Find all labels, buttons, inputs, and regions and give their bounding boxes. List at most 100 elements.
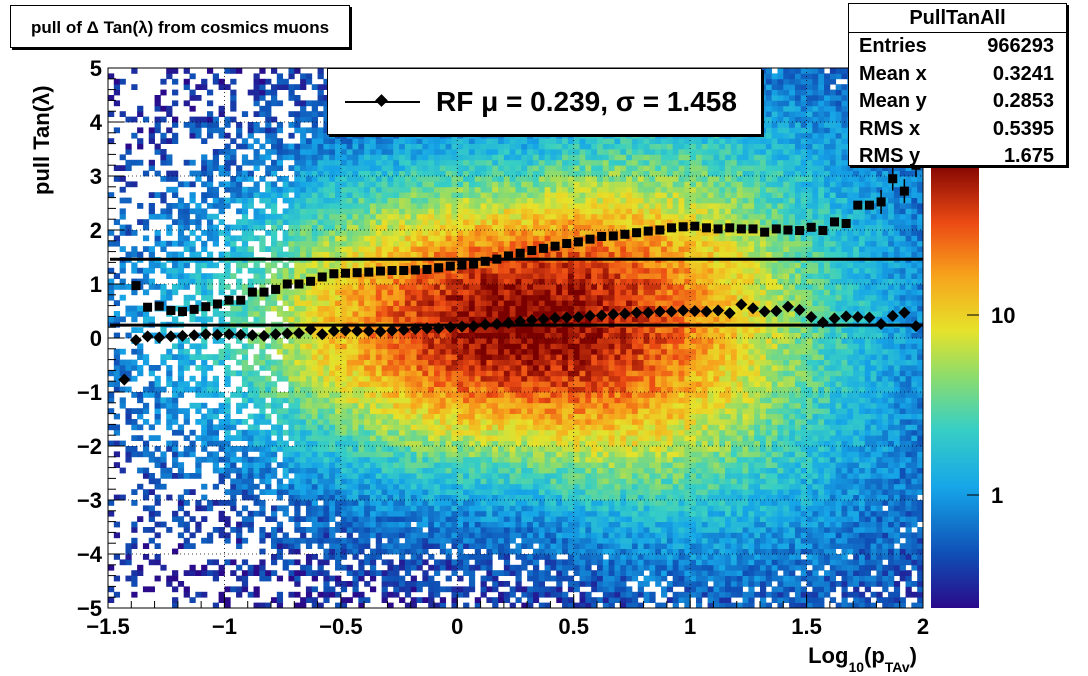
heatmap-cell	[434, 489, 441, 495]
heatmap-cell	[253, 354, 260, 360]
heatmap-cell	[428, 213, 435, 220]
heatmap-cell	[282, 354, 289, 360]
heatmap-cell	[428, 224, 435, 231]
heatmap-cell	[177, 473, 185, 479]
heatmap-cell	[340, 235, 348, 242]
heatmap-cell	[468, 305, 476, 312]
heatmap-cell	[317, 95, 324, 101]
heatmap-cell	[259, 564, 266, 571]
heatmap-cell	[404, 316, 412, 323]
heatmap-cell	[195, 300, 202, 306]
heatmap-cell	[480, 365, 487, 371]
heatmap-cell	[404, 521, 412, 528]
heatmap-cell	[265, 111, 272, 117]
heatmap-cell	[247, 467, 254, 474]
heatmap-cell	[364, 397, 371, 404]
heatmap-cell	[259, 397, 266, 404]
heatmap-cell	[498, 440, 505, 447]
heatmap-cell	[294, 143, 301, 150]
heatmap-cell	[416, 348, 423, 355]
heatmap-cell	[311, 138, 318, 144]
heatmap-cell	[154, 478, 161, 485]
heatmap-cell	[108, 564, 115, 571]
heatmap-cell	[317, 456, 324, 463]
heatmap-cell	[323, 348, 330, 355]
heatmap-cell	[468, 510, 476, 517]
heatmap-cell	[142, 467, 150, 474]
heatmap-cell	[160, 176, 167, 182]
heatmap-cell	[206, 294, 214, 301]
heatmap-cell	[305, 554, 313, 560]
heatmap-cell	[480, 462, 487, 468]
heatmap-cell	[451, 181, 458, 188]
heatmap-cell	[241, 230, 249, 236]
heatmap-cell	[172, 116, 179, 123]
heatmap-cell	[445, 429, 452, 436]
heatmap-cell	[434, 154, 441, 161]
heatmap-cell	[201, 165, 208, 171]
heatmap-cell	[439, 456, 447, 463]
heatmap-cell	[201, 516, 208, 522]
heatmap-cell	[218, 132, 225, 139]
heatmap-cell	[329, 446, 336, 452]
heatmap-cell	[305, 424, 313, 431]
heatmap-cell	[352, 483, 359, 490]
heatmap-cell	[457, 446, 464, 452]
heatmap-cell	[300, 392, 307, 398]
heatmap-cell	[439, 408, 447, 414]
heatmap-cell	[142, 451, 150, 458]
heatmap-cell	[410, 354, 417, 360]
heatmap-cell	[137, 127, 144, 134]
heatmap-cell	[457, 532, 464, 539]
heatmap-cell	[439, 397, 447, 404]
heatmap-cell	[375, 203, 383, 209]
heatmap-cell	[311, 532, 318, 539]
heatmap-cell	[457, 278, 464, 285]
heatmap-cell	[282, 397, 289, 404]
heatmap-cell	[346, 597, 353, 603]
heatmap-cell	[416, 138, 423, 144]
heatmap-cell	[346, 143, 353, 150]
heatmap-cell	[212, 381, 220, 387]
heatmap-cell	[393, 186, 400, 193]
heatmap-cell	[218, 473, 225, 479]
heatmap-cell	[259, 273, 266, 279]
heatmap-cell	[259, 354, 266, 360]
heatmap-cell	[195, 224, 202, 231]
heatmap-cell	[393, 462, 400, 468]
heatmap-cell	[503, 424, 511, 431]
heatmap-cell	[416, 273, 423, 279]
heatmap-cell	[166, 424, 173, 431]
heatmap-cell	[294, 602, 301, 609]
heatmap-cell	[311, 294, 318, 301]
heatmap-cell	[439, 208, 447, 215]
heatmap-cell	[492, 159, 499, 166]
heatmap-cell	[311, 456, 318, 463]
heatmap-cell	[457, 316, 464, 323]
heatmap-cell	[271, 532, 278, 539]
heatmap-cell	[451, 537, 458, 544]
heatmap-cell	[486, 478, 493, 485]
heatmap-cell	[416, 300, 423, 306]
heatmap-cell	[241, 570, 249, 576]
heatmap-cell	[468, 516, 476, 522]
heatmap-cell	[468, 386, 476, 393]
heatmap-cell	[288, 348, 295, 355]
heatmap-cell	[486, 327, 493, 333]
heatmap-cell	[288, 548, 295, 555]
heatmap-cell	[381, 581, 388, 587]
heatmap-cell	[276, 127, 284, 134]
heatmap-cell	[206, 429, 214, 436]
heatmap-cell	[265, 165, 272, 171]
heatmap-cell	[288, 273, 295, 279]
heatmap-cell	[108, 138, 115, 144]
heatmap-cell	[201, 208, 208, 215]
heatmap-cell	[387, 392, 394, 398]
heatmap-cell	[323, 548, 330, 555]
heatmap-cell	[119, 494, 126, 501]
heatmap-cell	[463, 348, 470, 355]
heatmap-cell	[282, 149, 289, 155]
heatmap-cell	[381, 446, 388, 452]
heatmap-cell	[236, 429, 243, 436]
heatmap-cell	[259, 402, 266, 409]
